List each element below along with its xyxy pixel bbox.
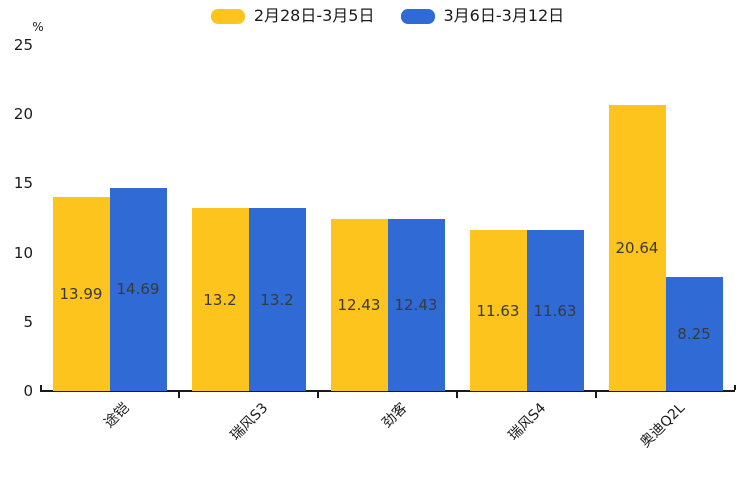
bar-value-label: 13.2 xyxy=(203,290,237,309)
legend: 2月28日-3月5日 3月6日-3月12日 xyxy=(40,7,735,25)
bar-value-label: 13.99 xyxy=(59,285,103,304)
bar-value-label: 11.63 xyxy=(533,301,577,320)
bar-series1-5: 20.64 xyxy=(608,105,666,391)
x-axis-tick xyxy=(178,392,180,398)
bar-series2-2: 13.2 xyxy=(248,208,306,391)
x-axis-tick xyxy=(317,392,319,398)
bar-series1-1: 13.99 xyxy=(52,197,110,391)
x-axis-tick xyxy=(595,392,597,398)
bar-value-label: 8.25 xyxy=(677,324,711,343)
legend-label: 2月28日-3月5日 xyxy=(253,6,375,25)
bar-series2-5: 8.25 xyxy=(665,276,723,391)
bar-series1-3: 12.43 xyxy=(330,218,388,391)
bar-value-label: 12.43 xyxy=(337,295,381,314)
bar-series2-1: 14.69 xyxy=(109,187,167,391)
legend-swatch-icon xyxy=(400,8,435,24)
bar-series1-4: 11.63 xyxy=(469,230,527,391)
x-axis-tick xyxy=(456,392,458,398)
y-axis-tick-label: 25 xyxy=(13,36,33,54)
legend-item-1: 3月6日-3月12日 xyxy=(400,6,565,25)
y-axis-tick-label: 20 xyxy=(13,105,33,124)
y-axis-tick-label: 10 xyxy=(13,243,33,262)
bar-series1-2: 13.2 xyxy=(191,208,249,391)
x-axis-category-label: 瑞风S3 xyxy=(227,400,271,444)
legend-item-0: 2月28日-3月5日 xyxy=(210,6,375,25)
x-axis-line xyxy=(40,390,735,392)
y-axis-tick-label: 15 xyxy=(13,174,33,193)
x-axis-category-label: 途铠 xyxy=(100,400,132,432)
bar-value-label: 14.69 xyxy=(116,280,160,299)
legend-swatch-icon xyxy=(210,8,245,24)
y-axis-tick-label: 0 xyxy=(23,382,33,400)
x-axis-category-label: 瑞风S4 xyxy=(505,400,549,444)
x-axis-category-label: 奥迪Q2L xyxy=(637,400,688,451)
bar-value-label: 12.43 xyxy=(394,295,438,314)
bar-value-label: 13.2 xyxy=(260,290,294,309)
x-axis-end-tick xyxy=(734,385,736,390)
bar-value-label: 11.63 xyxy=(476,301,520,320)
x-axis-category-label: 劲客 xyxy=(378,400,410,432)
y-axis-tick-label: 5 xyxy=(23,312,33,331)
bar-value-label: 20.64 xyxy=(615,239,659,258)
y-axis-unit-label: % xyxy=(32,20,44,34)
x-axis-end-tick xyxy=(40,385,42,390)
bar-series2-4: 11.63 xyxy=(526,230,584,391)
legend-label: 3月6日-3月12日 xyxy=(443,6,565,25)
bar-series2-3: 12.43 xyxy=(387,218,445,391)
